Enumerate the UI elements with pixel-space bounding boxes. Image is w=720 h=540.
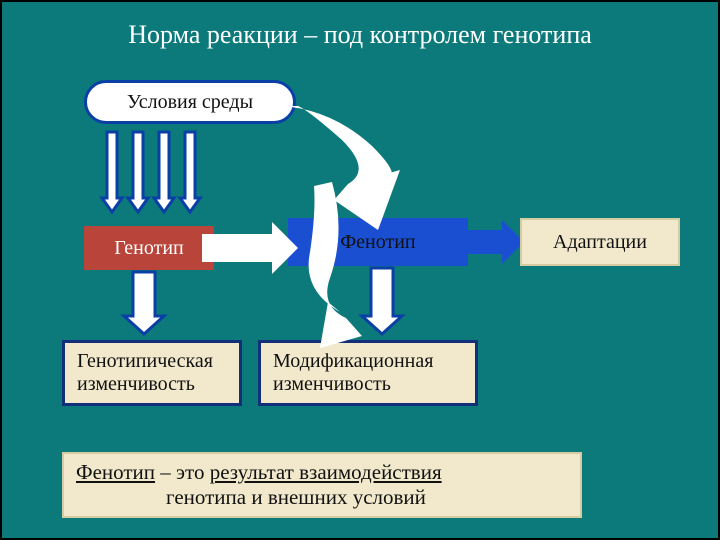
definition-term: Фенотип: [76, 460, 155, 484]
genotypic-variability-node: Генотипическая изменчивость: [62, 340, 242, 406]
genotype-node: Генотип: [84, 226, 214, 270]
definition-underlined: результат взаимодействия: [210, 460, 442, 484]
phenotype-node: Фенотип: [288, 218, 468, 266]
definition-text: Фенотип – это результат взаимодействия г…: [76, 460, 568, 510]
modification-variability-node: Модификационная изменчивость: [258, 340, 478, 406]
definition-line2: генотипа и внешних условий: [76, 485, 568, 510]
definition-mid: – это: [155, 460, 210, 484]
conditions-node: Условия среды: [84, 80, 296, 124]
definition-box: Фенотип – это результат взаимодействия г…: [62, 452, 582, 518]
slide-canvas: Норма реакции – под контролем генотипа У…: [0, 0, 720, 540]
slide-title: Норма реакции – под контролем генотипа: [2, 20, 718, 50]
adaptations-node: Адаптации: [520, 218, 680, 266]
